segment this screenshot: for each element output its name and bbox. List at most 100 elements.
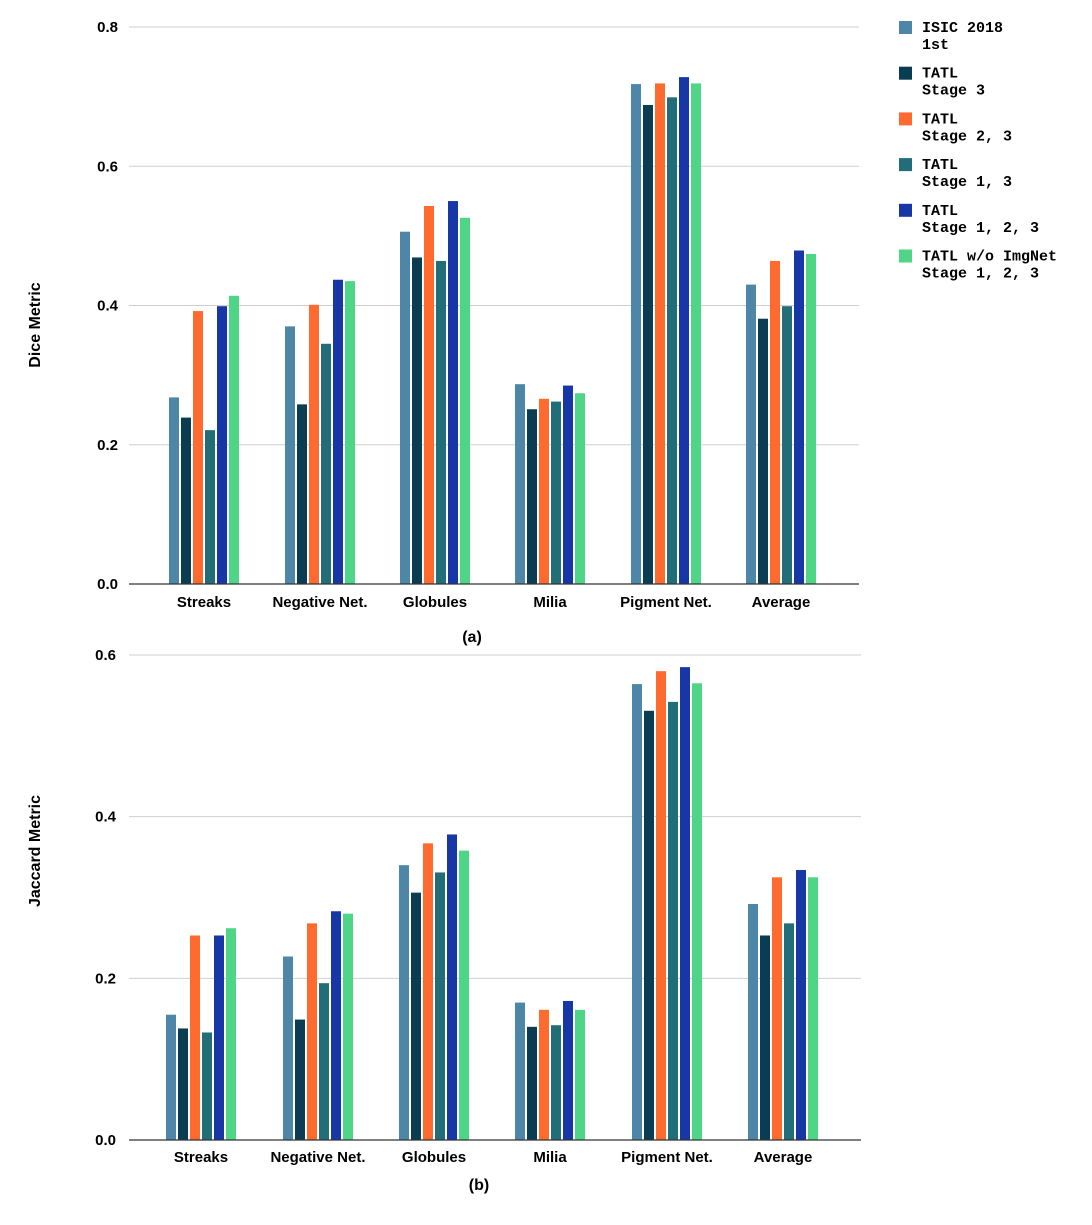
legend-swatch: [899, 158, 912, 172]
legend-label-line2: Stage 1, 3: [922, 174, 1012, 191]
legend-label-line1: TATL: [922, 111, 958, 128]
legend-label-line2: Stage 1, 2, 3: [922, 266, 1039, 283]
bar: [166, 1014, 176, 1140]
bar: [680, 667, 690, 1140]
x-category-label: Globules: [403, 594, 467, 611]
bar: [679, 77, 689, 584]
bar: [436, 260, 446, 584]
legend-label-line2: Stage 2, 3: [922, 128, 1012, 145]
y-tick-label: 0.2: [95, 970, 116, 987]
legend-swatch: [899, 249, 912, 263]
x-category-label: Milia: [533, 1149, 567, 1166]
chart-caption: (a): [462, 629, 482, 646]
bar: [563, 1000, 573, 1140]
legend-label-line1: TATL w/o ImgNet: [922, 249, 1057, 266]
bar: [539, 398, 549, 584]
bar: [447, 834, 457, 1140]
bar: [345, 281, 355, 584]
x-category-label: Negative Net.: [272, 594, 367, 611]
bar: [321, 343, 331, 584]
bar: [217, 306, 227, 584]
bar: [202, 1032, 212, 1140]
bar: [644, 710, 654, 1140]
bar: [226, 928, 236, 1140]
bar: [297, 404, 307, 584]
bar: [551, 401, 561, 584]
bar: [435, 872, 445, 1140]
bar: [214, 935, 224, 1140]
bar: [229, 295, 239, 584]
y-axis-title: Dice Metric: [27, 282, 44, 367]
legend-swatch: [899, 112, 912, 126]
bar: [181, 417, 191, 584]
bar: [748, 903, 758, 1140]
x-category-label: Pigment Net.: [621, 1149, 713, 1166]
bar: [656, 671, 666, 1140]
bar: [782, 306, 792, 584]
bar: [193, 311, 203, 584]
legend-label-line1: TATL: [922, 66, 958, 83]
bar: [515, 1002, 525, 1140]
x-category-label: Average: [752, 594, 811, 611]
y-tick-label: 0.8: [97, 19, 118, 36]
bar: [758, 318, 768, 584]
bar: [760, 935, 770, 1140]
legend-label-line2: 1st: [922, 37, 949, 54]
bar: [307, 923, 317, 1140]
bar: [190, 935, 200, 1140]
bar: [412, 257, 422, 584]
bar: [169, 397, 179, 584]
bar: [691, 83, 701, 585]
x-category-label: Globules: [402, 1149, 466, 1166]
bar: [643, 104, 653, 584]
bar: [205, 430, 215, 584]
bar: [539, 1009, 549, 1140]
x-category-label: Milia: [533, 594, 567, 611]
y-tick-label: 0.2: [97, 437, 118, 454]
x-category-label: Pigment Net.: [620, 594, 712, 611]
jaccard-chart: 0.0 0.2 0.4 0.6 Streaks Negative Net. Globules…: [27, 647, 861, 1194]
y-tick-label: 0.6: [95, 647, 116, 664]
bar: [309, 304, 319, 584]
legend-label-line2: Stage 1, 2, 3: [922, 220, 1039, 237]
bar: [806, 253, 816, 585]
legend-label-line1: TATL: [922, 157, 958, 174]
bar: [692, 683, 702, 1140]
x-category-label: Streaks: [174, 1149, 228, 1166]
bar: [515, 384, 525, 584]
bar: [551, 1025, 561, 1140]
y-tick-label: 0.4: [95, 809, 117, 826]
bar: [295, 1019, 305, 1140]
bar: [527, 1026, 537, 1140]
bar: [285, 326, 295, 584]
y-tick-label: 0.0: [97, 576, 118, 593]
bar: [459, 850, 469, 1140]
x-category-label: Streaks: [177, 594, 231, 611]
legend-swatch: [899, 66, 912, 80]
y-tick-label: 0.4: [97, 298, 119, 315]
y-tick-label: 0.0: [95, 1132, 116, 1149]
legend-label-line2: Stage 3: [922, 83, 985, 100]
x-category-label: Negative Net.: [270, 1149, 365, 1166]
bar: [283, 956, 293, 1140]
bar: [331, 911, 341, 1140]
legend-label-line1: TATL: [922, 203, 958, 220]
y-axis-title: Jaccard Metric: [27, 795, 44, 907]
bar: [772, 877, 782, 1140]
bar: [411, 892, 421, 1140]
legend-label-line1: ISIC 2018: [922, 20, 1003, 37]
bar: [333, 279, 343, 584]
bar: [796, 870, 806, 1140]
bar: [399, 865, 409, 1140]
bar: [424, 205, 434, 584]
chart-caption: (b): [469, 1177, 489, 1194]
bar: [808, 877, 818, 1140]
x-category-label: Average: [754, 1149, 813, 1166]
bar: [319, 983, 329, 1140]
bar: [460, 217, 470, 584]
bar: [632, 684, 642, 1140]
bar: [631, 84, 641, 584]
bar: [343, 913, 353, 1140]
